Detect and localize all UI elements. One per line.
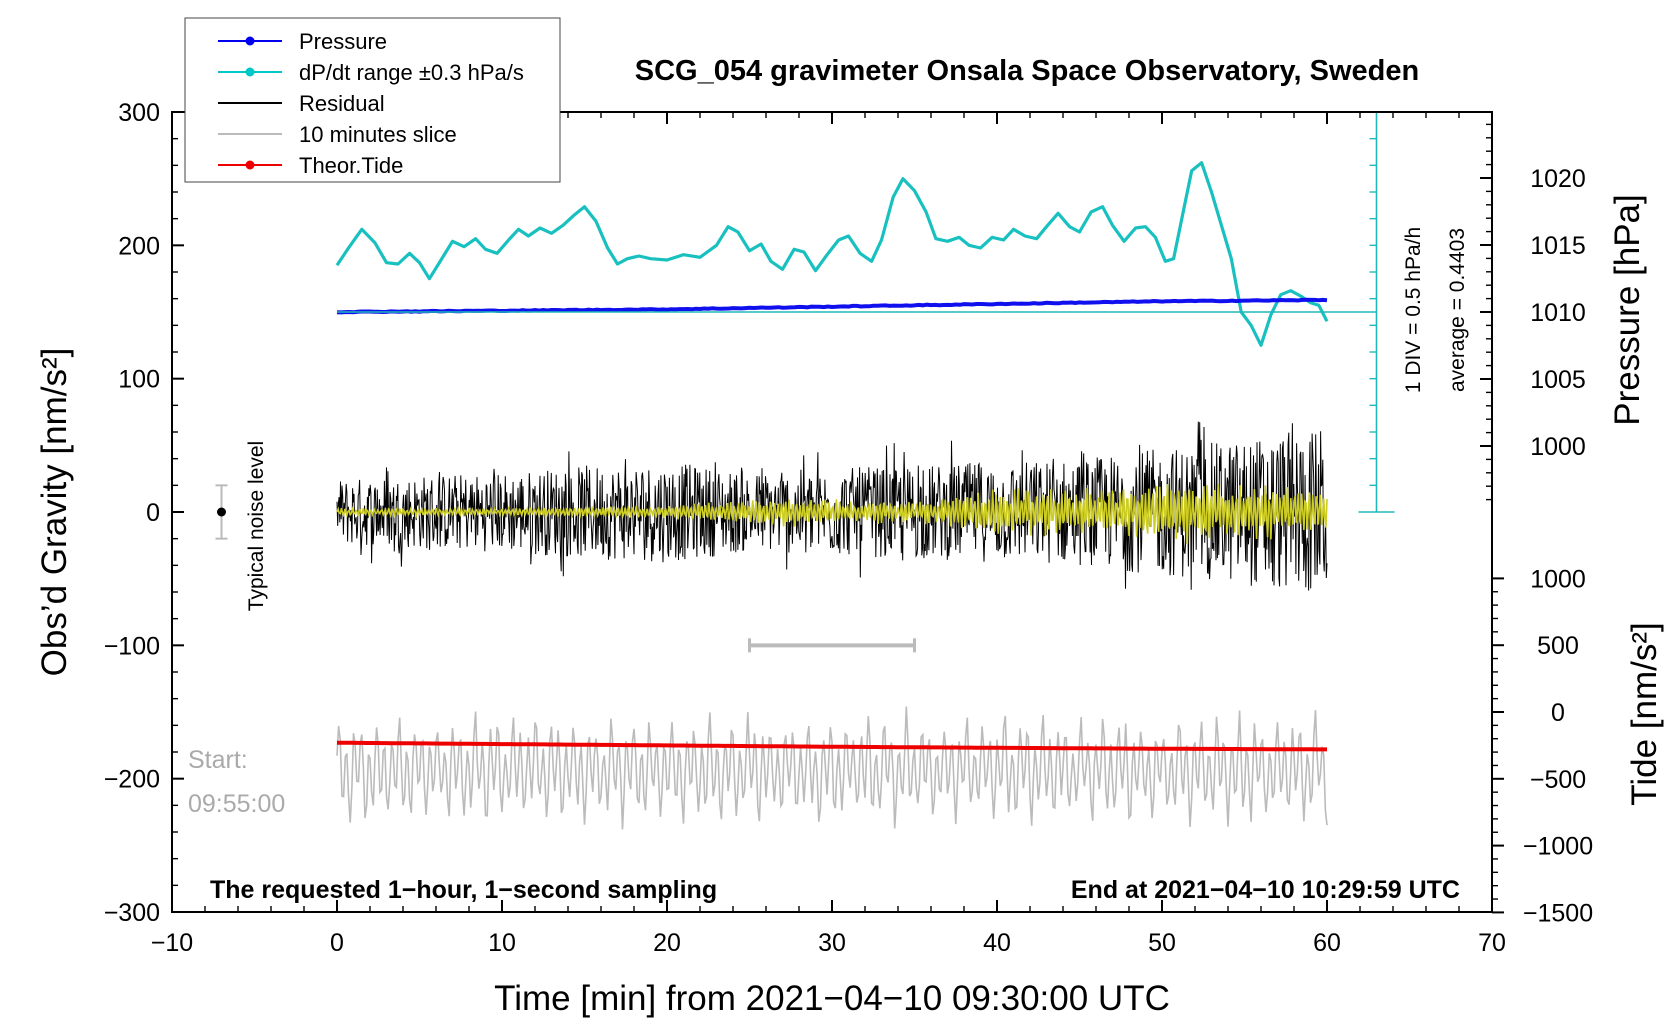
x-tick-label: 50 — [1148, 929, 1176, 957]
series-residual — [336, 421, 1328, 591]
y-tick-label: −100 — [104, 632, 160, 660]
tide-tick-label: 0 — [1551, 699, 1565, 727]
x-tick-label: 0 — [330, 929, 344, 957]
x-tick-label: −10 — [151, 929, 193, 957]
tide-tick-label: 1000 — [1530, 565, 1586, 593]
legend-marker-dp-dt-range-0-3-hpa-s — [245, 67, 255, 77]
x-tick-label: 30 — [818, 929, 846, 957]
y-axis-label-left: Obs’d Gravity [nm/s²] — [35, 348, 74, 677]
tide-tick-label: −1500 — [1523, 899, 1593, 927]
pressure-tick-label: 1015 — [1530, 232, 1586, 260]
x-axis-label: Time [min] from 2021−04−10 09:30:00 UTC — [494, 979, 1170, 1018]
start-label: Start: — [188, 746, 248, 774]
dpdt-scale-label: 1 DIV = 0.5 hPa/h — [1402, 227, 1425, 393]
legend-label-dp-dt-range-0-3-hpa-s: dP/dt range ±0.3 hPa/s — [299, 60, 524, 85]
pressure-tick-label: 1005 — [1530, 366, 1586, 394]
legend-entries: Pressure dP/dt range ±0.3 hPa/s Residual 10… — [218, 29, 524, 178]
pressure-axis-label: Pressure [hPa] — [1608, 194, 1647, 426]
series-dpdt — [335, 161, 1329, 347]
tide-tick-label: 500 — [1537, 632, 1579, 660]
series-pressure — [336, 297, 1328, 315]
x-tick-label: 70 — [1478, 929, 1506, 957]
series-10-minute-slice — [336, 706, 1328, 830]
legend-label-10-minutes-slice: 10 minutes slice — [299, 122, 457, 147]
data-layer — [215, 111, 1395, 830]
tide-axis-label: Tide [nm/s²] — [1625, 622, 1664, 805]
legend-marker-pressure — [245, 36, 255, 46]
noise-dot — [217, 507, 226, 517]
y-tick-label: 0 — [146, 499, 160, 527]
x-tick-label: 40 — [983, 929, 1011, 957]
x-tick-label: 60 — [1313, 929, 1341, 957]
pressure-tick-label: 1020 — [1530, 165, 1586, 193]
plot-frame — [171, 111, 1493, 913]
tide-tick-label: −500 — [1530, 766, 1586, 794]
end-time-note: End at 2021−04−10 10:29:59 UTC — [1071, 876, 1460, 904]
series-theoretical-tide — [336, 740, 1327, 752]
y-tick-label: 200 — [118, 232, 160, 260]
y-tick-label: −200 — [104, 766, 160, 794]
legend-box — [184, 17, 561, 183]
pressure-tick-label: 1010 — [1530, 299, 1586, 327]
legend-label-pressure: Pressure — [299, 29, 387, 54]
x-tick-label: 20 — [653, 929, 681, 957]
pressure-tick-label: 1000 — [1530, 433, 1586, 461]
legend-label-residual: Residual — [299, 91, 385, 116]
legend-marker-theor-tide — [245, 160, 255, 170]
y-tick-label: 100 — [118, 366, 160, 394]
noise-level-label: Typical noise level — [245, 441, 268, 611]
x-tick-label: 10 — [488, 929, 516, 957]
y-tick-label: 300 — [118, 99, 160, 127]
y-tick-label: −300 — [104, 899, 160, 927]
legend-label-theor-tide: Theor.Tide — [299, 153, 403, 178]
legend: Pressure dP/dt range ±0.3 hPa/s Residual 10… — [184, 17, 561, 183]
sampling-note: The requested 1−hour, 1−second sampling — [210, 876, 717, 904]
dpdt-average-label: average = 0.4403 — [1446, 228, 1469, 392]
series-filtered-residual — [336, 483, 1328, 545]
tide-tick-label: −1000 — [1523, 833, 1593, 861]
chart-title: SCG_054 gravimeter Onsala Space Observat… — [635, 55, 1419, 87]
start-time: 09:55:00 — [188, 790, 285, 818]
